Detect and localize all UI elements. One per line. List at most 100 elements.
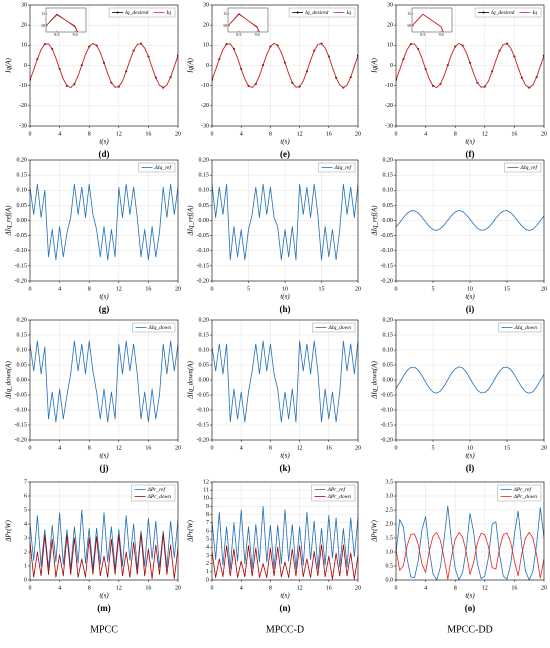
x-tick-label: 12 [116,585,122,591]
plot-frame [395,319,545,441]
y-tick-label: 3.5 [386,479,394,485]
legend-marker [116,11,119,14]
x-tick-label: 8 [269,445,272,451]
panel-label: (o) [465,603,476,613]
x-tick-label: 4 [58,445,61,451]
panel-label: (d) [99,149,110,159]
series-line [396,366,544,394]
plot-marks [212,506,358,580]
y-tick-label: -10 [385,83,393,89]
y-tick-label: -0.10 [197,248,210,254]
series-line [30,533,178,579]
x-tick-label: 20 [541,131,547,137]
legend-label: Iq_desired [490,10,515,16]
y-tick-label: 0.10 [17,347,28,353]
x-tick-label: 10 [467,445,473,451]
legend-box [504,162,542,173]
y-tick-label: -0.20 [381,437,394,443]
x-tick-label: 20 [355,445,361,451]
legend-box [132,322,176,333]
y-tick-label: 20 [203,23,209,29]
x-tick-label: 12 [482,131,488,137]
plot-frame [395,481,545,581]
x-tick-label: 8 [88,445,91,451]
plot-marks [396,210,544,231]
legend-box [312,322,356,333]
panel-label: (h) [280,304,291,314]
x-tick-label: 5 [432,445,435,451]
x-tick-label: 8 [454,131,457,137]
y-tick-label: 2.0 [386,521,394,527]
y-tick-label: 0 [206,577,209,583]
inset-x-tick-label: 9.0 [73,32,78,37]
y-tick-label: 0 [24,63,27,69]
y-tick-label: 4 [206,545,209,551]
legend-label: ΔIq_down [328,325,352,331]
x-tick-label: 0 [395,445,398,451]
y-tick-label: 0.20 [199,317,210,323]
y-tick-label: 0.20 [17,157,28,163]
x-tick-label: 16 [326,131,332,137]
x-tick-label: 8 [269,585,272,591]
y-tick-label: -0.20 [197,278,210,284]
x-axis-label: t(s) [99,293,109,301]
y-tick-label: 10 [203,496,209,502]
plot-frame [211,481,359,581]
x-tick-label: 20 [355,585,361,591]
inset-x-tick-label: 8.5 [236,32,241,37]
x-axis-label: t(s) [465,138,475,146]
y-tick-label: -0.20 [197,437,210,443]
inset-y-tick-label: 10 [41,23,45,28]
legend-label: Iq [345,10,351,16]
legend-box [108,7,176,18]
y-tick-label: 3 [24,535,27,541]
column-caption: MPCC-DD [447,624,493,635]
x-tick-label: 20 [175,585,181,591]
y-tick-label: 10 [203,43,209,49]
x-tick-label: 15 [319,286,325,292]
x-tick-label: 0 [211,131,214,137]
x-axis-label: t(s) [99,452,109,460]
y-tick-label: -20 [19,103,27,109]
inset-y-tick-label: 10 [407,23,411,28]
y-axis-label: ΔIq_ref(A) [371,205,379,237]
x-tick-label: 20 [541,585,547,591]
y-tick-label: 0.20 [383,317,394,323]
panel-label: (k) [280,463,291,473]
series-line [30,43,178,89]
column-caption: MPCC [90,624,118,635]
x-tick-label: 16 [145,286,151,292]
y-tick-label: 0 [390,63,393,69]
y-tick-label: 0.15 [383,332,394,338]
legend-label: Iq [165,10,171,16]
panel-label: (g) [99,304,110,314]
y-tick-label: 0 [206,63,209,69]
y-tick-label: 0.05 [199,362,210,368]
x-tick-label: 20 [355,131,361,137]
y-tick-label: 0.10 [383,347,394,353]
x-tick-label: 4 [58,585,61,591]
y-tick-label: 30 [387,2,393,8]
x-tick-label: 0 [395,286,398,292]
y-tick-label: 11 [203,488,209,494]
x-tick-label: 12 [482,585,488,591]
column-caption: MPCC-D [266,624,304,635]
series-line [396,42,544,89]
y-axis-label: Iq(A) [187,57,195,73]
series-line [30,340,178,423]
y-tick-label: 0.10 [199,347,210,353]
y-tick-label: 30 [203,2,209,8]
legend-marker [296,11,299,14]
x-tick-label: 4 [424,131,427,137]
y-axis-label: Iq(A) [371,57,379,73]
y-tick-label: -30 [385,123,393,129]
y-tick-label: 0.00 [199,377,210,383]
x-tick-label: 8 [88,131,91,137]
y-tick-label: -0.05 [197,392,210,398]
legend-box [474,7,542,18]
inset-y-tick-label: 11 [41,11,45,16]
y-tick-label: 6 [24,493,27,499]
inset-y-tick-label: 10 [223,23,227,28]
legend-label: ΔPr_down [513,494,538,500]
